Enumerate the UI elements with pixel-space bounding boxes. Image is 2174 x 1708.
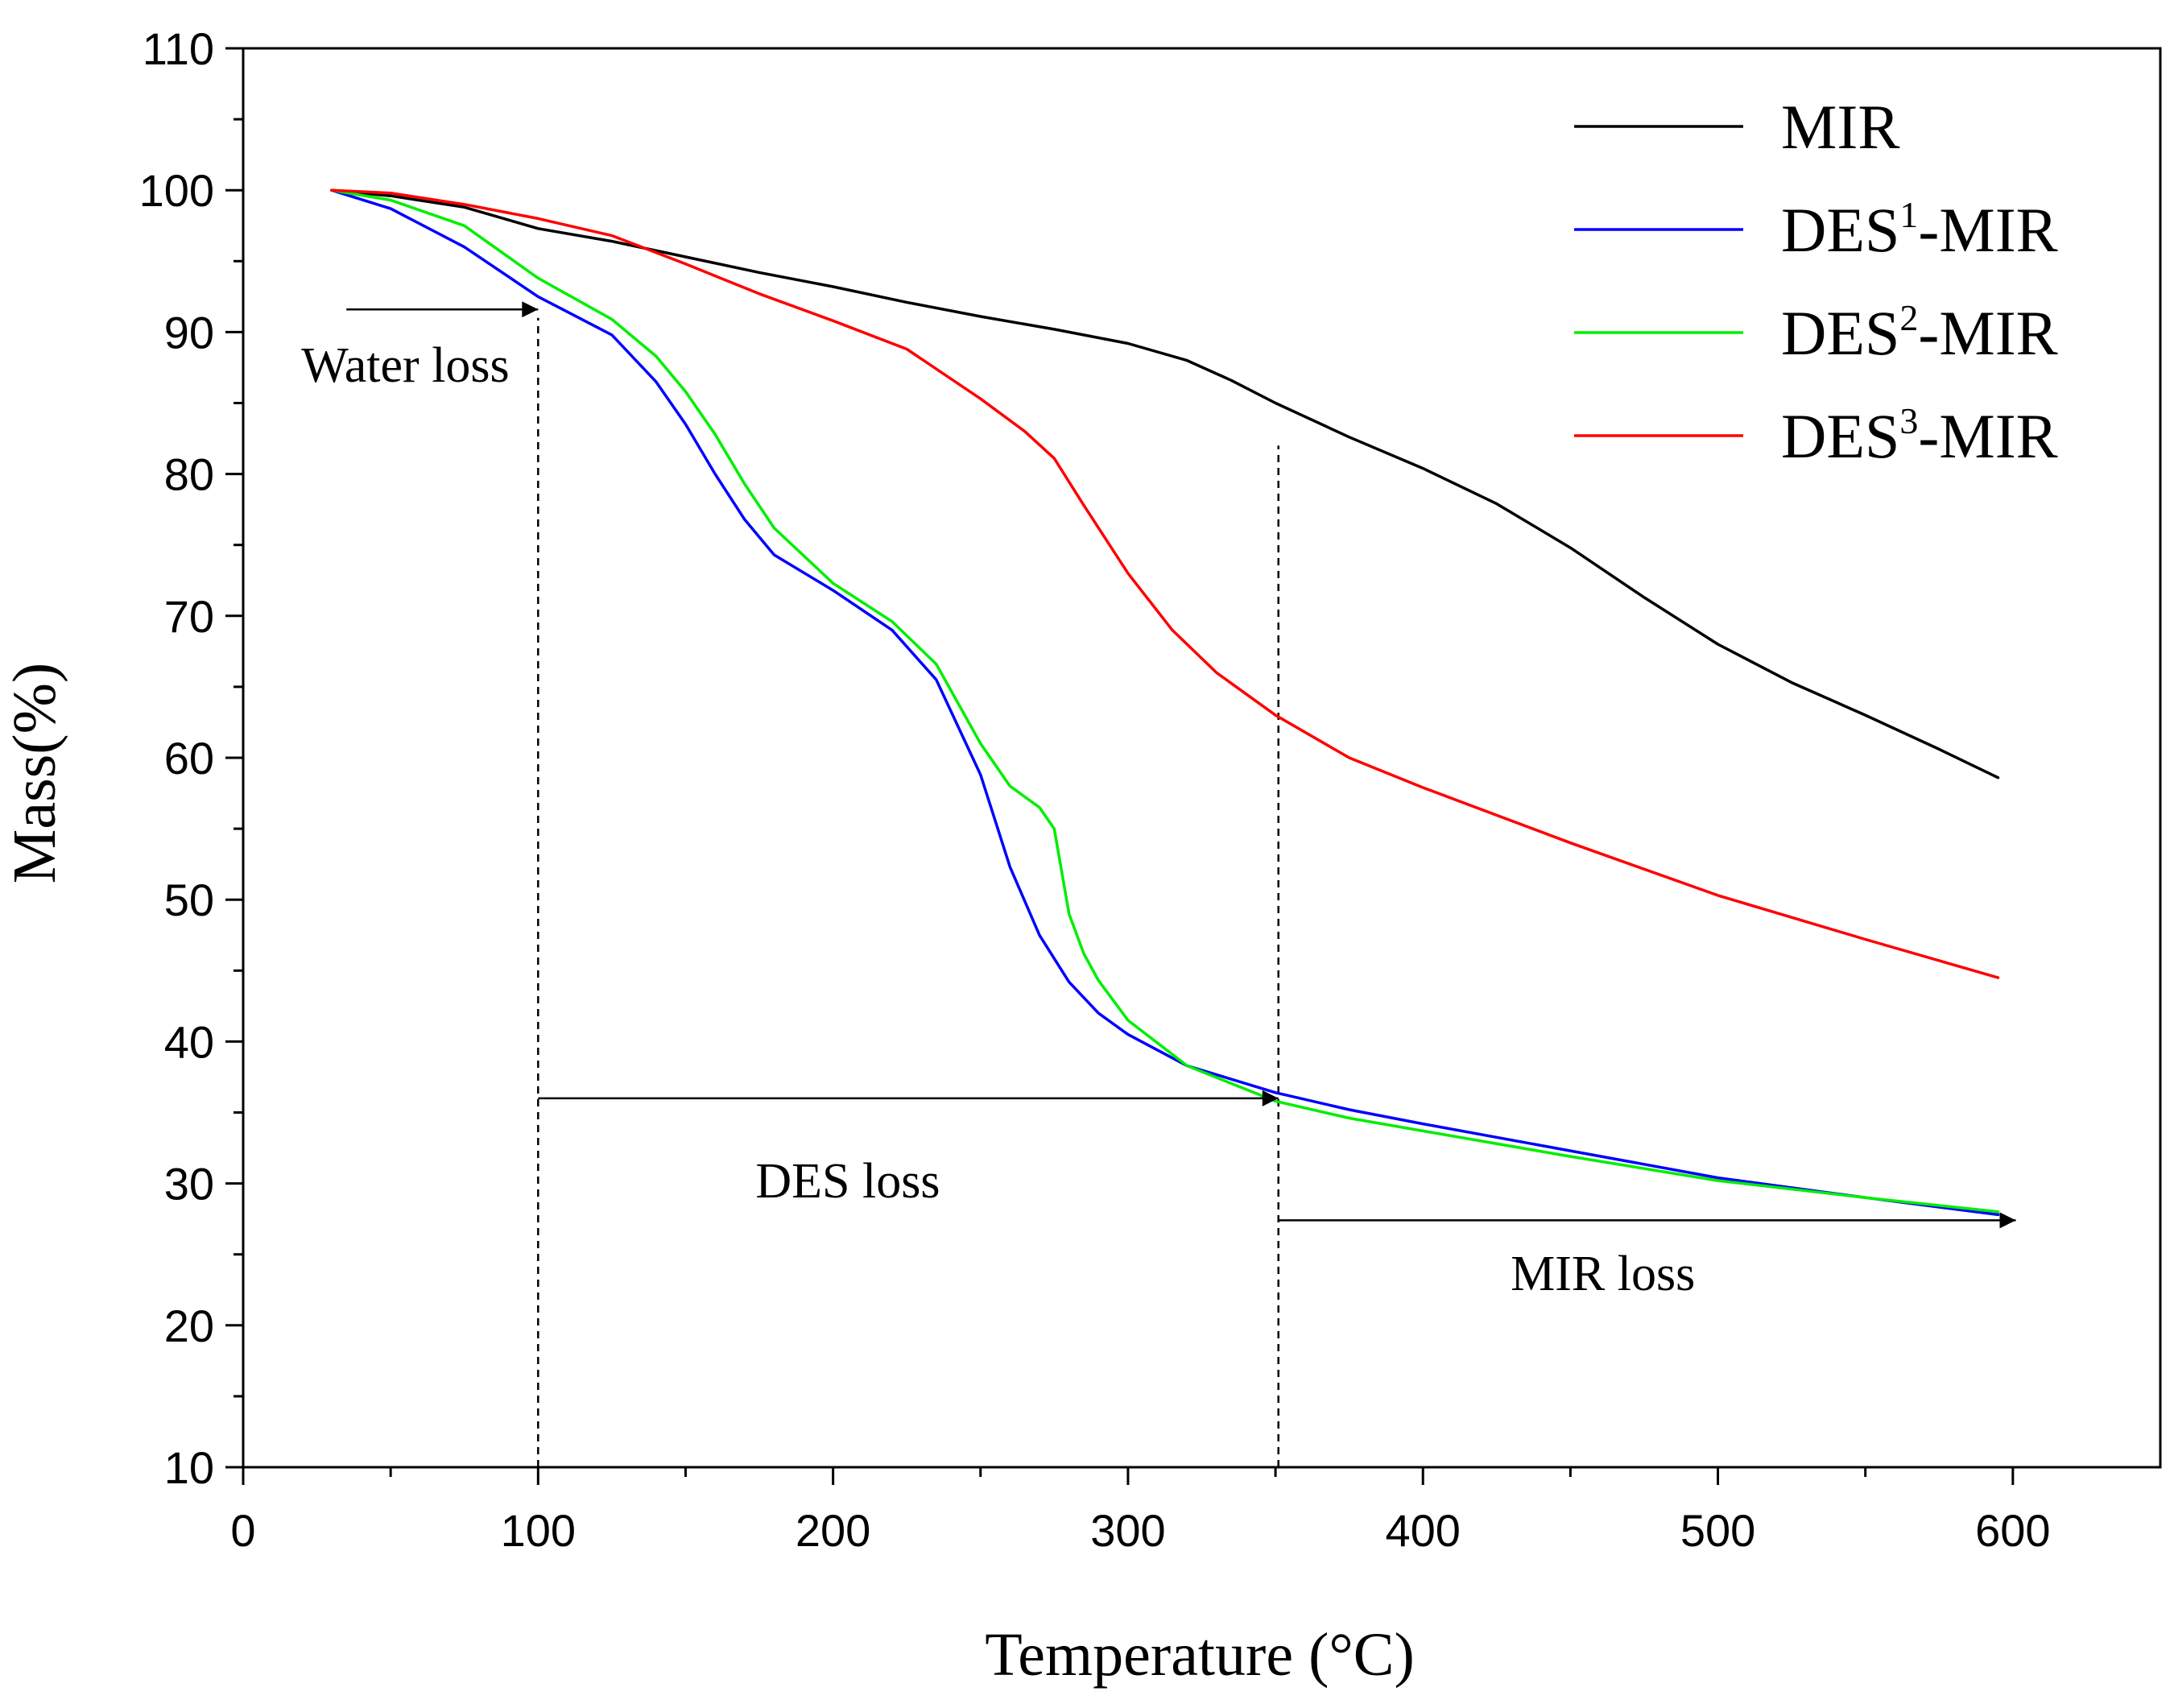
y-tick-label-70: 70 <box>164 591 214 642</box>
annotations: Water loss DES loss MIR loss <box>301 301 2016 1301</box>
legend-label-4: DES3-MIR <box>1781 400 2058 471</box>
legend: MIR DES1-MIR DES2-MIR DES3-MIR <box>1574 92 2058 471</box>
annotation-label-3: MIR loss <box>1511 1247 1695 1301</box>
x-tick-label-200: 200 <box>796 1505 870 1556</box>
series-line-1 <box>330 188 2000 780</box>
y-axis-title: Mass(%) <box>1 663 68 883</box>
annotation-label-2: DES loss <box>755 1154 940 1209</box>
x-tick-label-500: 500 <box>1680 1505 1755 1556</box>
x-axis-title: Temperature (°C) <box>985 1621 1415 1689</box>
y-tick-label-110: 110 <box>143 23 214 74</box>
x-tick-label-0: 0 <box>230 1505 255 1556</box>
y-tick-label-90: 90 <box>164 307 214 358</box>
series-line-4 <box>330 188 2000 979</box>
series-line-3 <box>330 188 2000 1214</box>
series-group <box>330 188 2000 1217</box>
legend-label-2: DES1-MIR <box>1781 194 2058 265</box>
series-line-2 <box>330 188 2000 1217</box>
y-axis: 10 20 30 40 50 60 70 80 90 100 110 <box>139 23 243 1493</box>
y-tick-label-100: 100 <box>139 165 214 216</box>
x-tick-label-300: 300 <box>1090 1505 1165 1556</box>
y-tick-label-20: 20 <box>164 1301 214 1351</box>
guide-lines <box>537 317 1279 1467</box>
y-tick-label-10: 10 <box>164 1442 214 1493</box>
legend-label-1: MIR <box>1781 92 1899 162</box>
legend-label-3: DES2-MIR <box>1781 297 2058 368</box>
x-tick-label-100: 100 <box>501 1505 576 1556</box>
annotation-label-1: Water loss <box>301 338 509 393</box>
y-tick-label-40: 40 <box>164 1016 214 1067</box>
y-tick-label-50: 50 <box>164 875 214 925</box>
y-tick-label-60: 60 <box>164 733 214 784</box>
y-tick-label-80: 80 <box>164 449 214 500</box>
x-tick-label-400: 400 <box>1386 1505 1461 1556</box>
y-tick-label-30: 30 <box>164 1159 214 1210</box>
x-axis: 0 100 200 300 400 500 600 <box>230 1467 2051 1556</box>
x-tick-label-600: 600 <box>1975 1505 2050 1556</box>
